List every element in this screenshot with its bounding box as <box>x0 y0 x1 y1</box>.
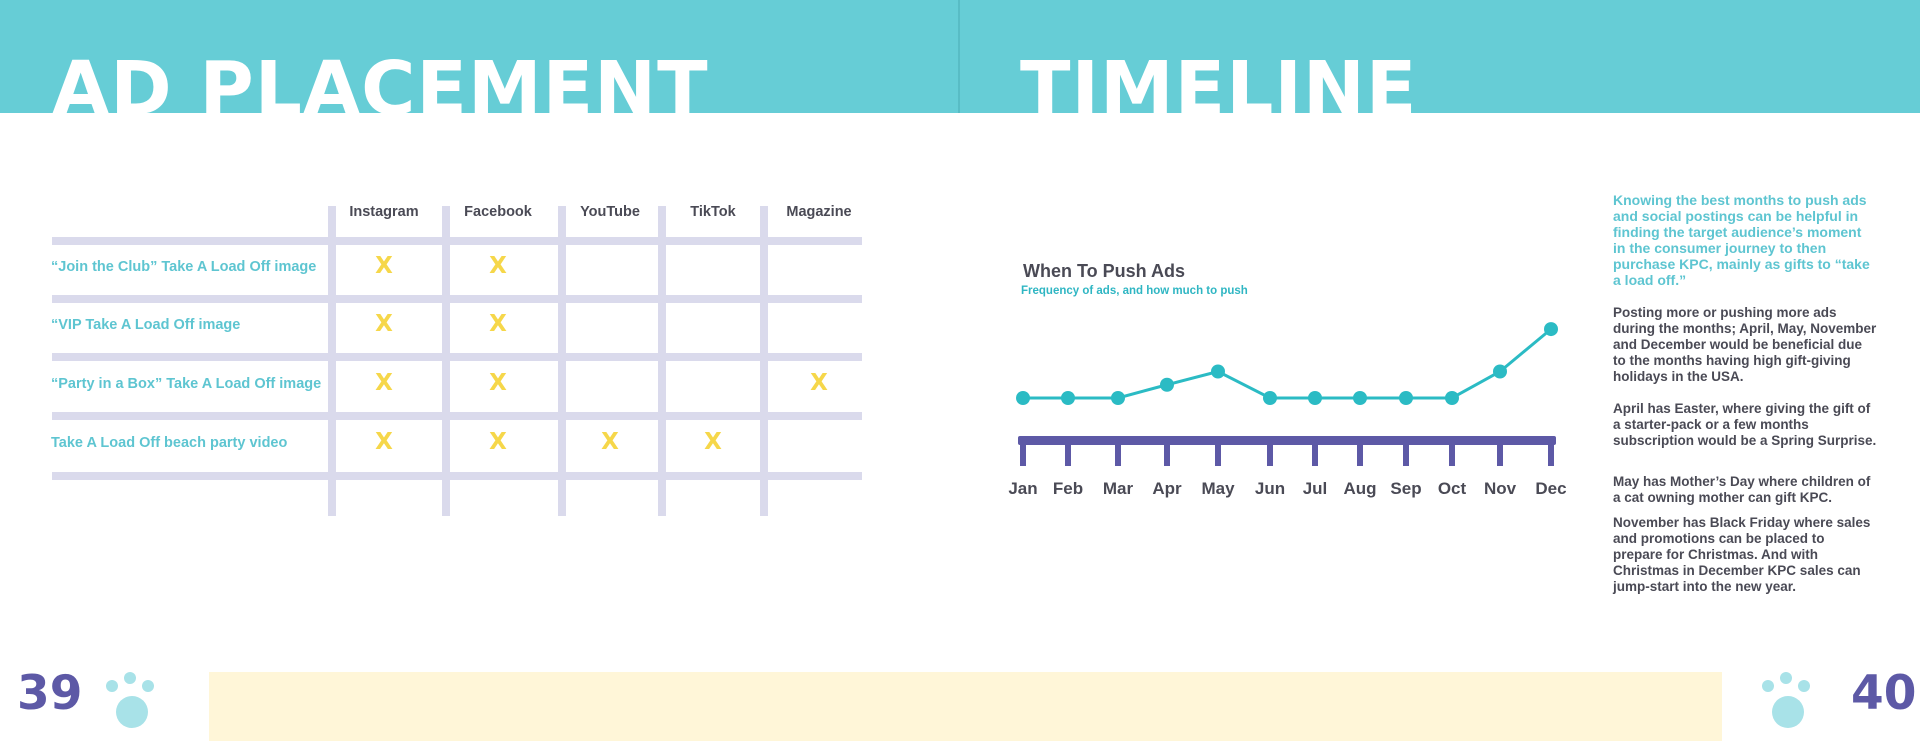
header-banner-left: AD PLACEMENT <box>0 0 958 113</box>
table-row-divider <box>52 237 862 245</box>
data-point <box>1263 391 1277 405</box>
table-row-label: Take A Load Off beach party video <box>51 435 288 451</box>
axis-tick <box>1497 436 1503 466</box>
month-tick-label: Oct <box>1438 479 1467 498</box>
placement-mark: X <box>601 429 619 455</box>
data-point <box>1160 377 1174 392</box>
placement-mark: X <box>375 429 393 455</box>
axis-tick <box>1449 436 1455 466</box>
chart-title: When To Push Ads <box>1023 261 1185 281</box>
table-column-header: Instagram <box>349 204 419 220</box>
series-line <box>1023 327 1552 400</box>
month-tick-label: Mar <box>1103 479 1134 498</box>
table-column-divider <box>328 206 336 516</box>
table-row-divider <box>52 353 862 361</box>
data-point <box>1544 322 1558 337</box>
paw-print-icon <box>1762 672 1824 732</box>
table-row-label: “Party in a Box” Take A Load Off image <box>51 376 322 392</box>
month-tick-label: Jan <box>1008 479 1037 498</box>
data-point <box>1353 391 1367 405</box>
month-tick-label: May <box>1201 479 1235 498</box>
page-number-right: 40 <box>1851 666 1917 721</box>
month-tick-label: Apr <box>1152 479 1182 498</box>
table-column-divider <box>760 206 768 516</box>
table-row-divider <box>52 472 862 480</box>
table-row-label: “VIP Take A Load Off image <box>51 317 241 333</box>
month-tick-label: Dec <box>1535 479 1566 498</box>
axis-tick <box>1065 436 1071 466</box>
data-point <box>1111 391 1125 405</box>
placement-mark: X <box>704 429 722 455</box>
table-row-divider <box>52 412 862 420</box>
placement-mark: X <box>375 370 393 396</box>
axis-tick <box>1312 436 1318 466</box>
page-title-timeline: TIMELINE <box>1020 46 1418 113</box>
month-tick-label: Feb <box>1053 479 1083 498</box>
month-tick-label: Sep <box>1390 479 1421 498</box>
table-column-header: Facebook <box>464 204 532 220</box>
axis-tick <box>1357 436 1363 466</box>
table-column-header: Magazine <box>786 204 852 220</box>
month-tick-label: Aug <box>1343 479 1376 498</box>
axis-tick <box>1548 436 1554 466</box>
ad-placement-table: Instagram Facebook YouTube TikTok Magazine “J… <box>0 0 958 741</box>
placement-mark: X <box>375 311 393 337</box>
timeline-paragraph: May has Mother’s Day where children of a… <box>1613 474 1871 505</box>
month-tick-label: Jun <box>1255 479 1285 498</box>
paw-print-icon <box>106 672 168 732</box>
placement-mark: X <box>810 370 828 396</box>
table-column-divider <box>442 206 450 516</box>
month-tick-label: Nov <box>1484 479 1517 498</box>
placement-mark: X <box>375 253 393 279</box>
table-column-divider <box>658 206 666 516</box>
data-point <box>1211 364 1225 379</box>
data-point <box>1399 391 1413 405</box>
chart-subtitle: Frequency of ads, and how much to push <box>1021 285 1248 297</box>
month-tick-label: Jul <box>1303 479 1328 498</box>
table-column-header: TikTok <box>690 204 736 220</box>
spread-divider <box>958 0 960 113</box>
axis-tick <box>1267 436 1273 466</box>
table-row-divider <box>52 295 862 303</box>
page-number-left: 39 <box>17 666 83 721</box>
header-banner-right: TIMELINE <box>960 0 1920 113</box>
data-point <box>1016 391 1030 405</box>
axis-tick <box>1403 436 1409 466</box>
axis-tick <box>1020 436 1026 466</box>
placement-mark: X <box>489 370 507 396</box>
axis-tick <box>1215 436 1221 466</box>
footer-band <box>209 672 1722 741</box>
timeline-paragraph: Posting more or pushing more ads during … <box>1613 305 1877 384</box>
data-point <box>1308 391 1322 405</box>
timeline-paragraph: November has Black Friday where sales an… <box>1613 515 1871 594</box>
data-point <box>1061 391 1075 405</box>
data-point <box>1445 391 1459 405</box>
table-row-label: “Join the Club” Take A Load Off image <box>51 259 317 275</box>
axis-tick <box>1164 436 1170 466</box>
timeline-paragraph: April has Easter, where giving the gift … <box>1613 401 1877 448</box>
timeline-axis <box>1018 436 1556 445</box>
data-point <box>1493 364 1507 379</box>
page-title-ad-placement: AD PLACEMENT <box>52 46 709 113</box>
placement-mark: X <box>489 253 507 279</box>
table-column-header: YouTube <box>580 204 640 220</box>
placement-mark: X <box>489 429 507 455</box>
table-column-divider <box>558 206 566 516</box>
axis-tick <box>1115 436 1121 466</box>
timeline-intro-text: Knowing the best months to push ads and … <box>1613 192 1870 288</box>
placement-mark: X <box>489 311 507 337</box>
